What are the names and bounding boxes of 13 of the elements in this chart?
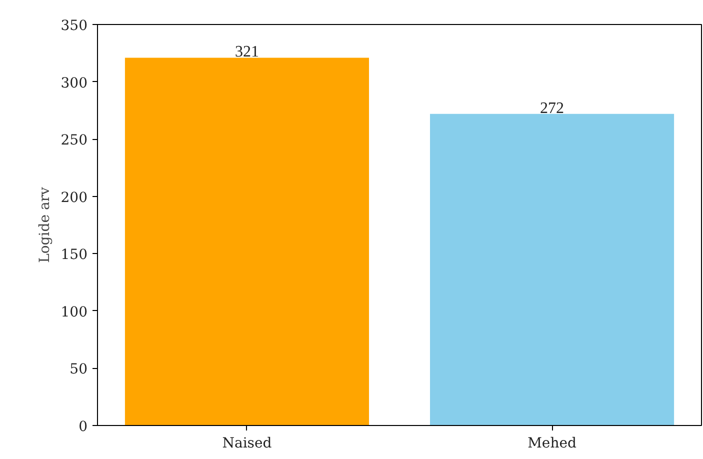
data-label: 272 xyxy=(540,100,564,117)
y-axis-title: Logide arv xyxy=(36,187,53,263)
y-tick-label: 300 xyxy=(60,75,88,92)
x-tick-label: Naised xyxy=(222,436,272,452)
y-tick-label: 100 xyxy=(60,304,88,320)
y-tick-label: 150 xyxy=(60,247,88,264)
y-tick-label: 200 xyxy=(60,190,88,206)
y-tick-label: 350 xyxy=(60,18,88,34)
data-label: 321 xyxy=(234,44,259,61)
y-tick-label: 50 xyxy=(70,362,88,378)
y-tick-label: 0 xyxy=(78,419,88,435)
y-tick-label: 250 xyxy=(60,132,88,149)
x-tick-label: Mehed xyxy=(528,436,577,452)
